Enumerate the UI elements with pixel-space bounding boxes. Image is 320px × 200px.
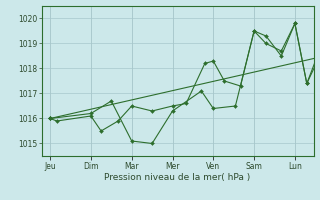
X-axis label: Pression niveau de la mer( hPa ): Pression niveau de la mer( hPa ): [104, 173, 251, 182]
